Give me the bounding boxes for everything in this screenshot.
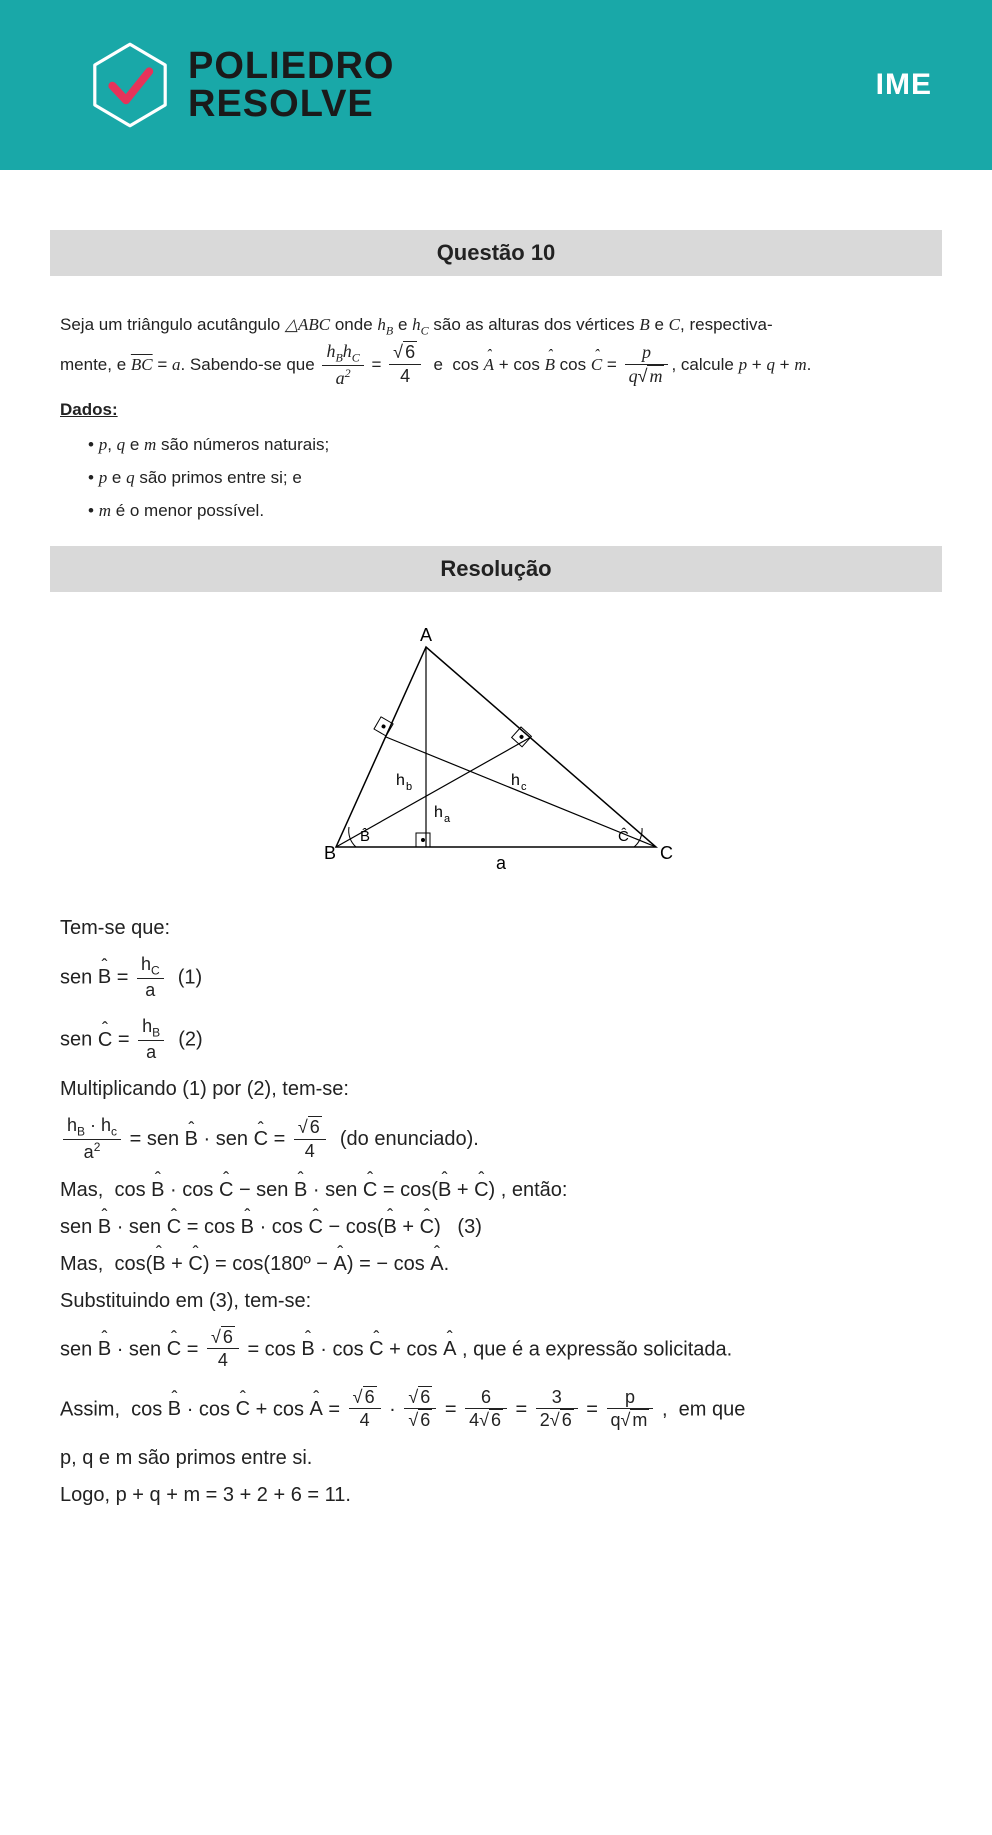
text-line: Mas, cos B · cos C − sen B · sen C = cos… bbox=[60, 1179, 932, 1202]
text-line: Mas, cos(B + C) = cos(180º − A) = − cos … bbox=[60, 1253, 932, 1276]
text-line: Tem-se que: bbox=[60, 917, 932, 940]
svg-text:h: h bbox=[396, 772, 405, 789]
triangle-diagram: A B C a hb ha hc B̂ Ĉ bbox=[50, 627, 942, 887]
svg-text:a: a bbox=[444, 813, 451, 825]
svg-text:b: b bbox=[406, 781, 412, 793]
text-line: Logo, p + q + m = 3 + 2 + 6 = 11. bbox=[60, 1484, 932, 1507]
text-line: p, q e m são primos entre si. bbox=[60, 1447, 932, 1470]
resolution-body: Tem-se que: sen B = hCa (1) sen C = hBa … bbox=[50, 917, 942, 1507]
question-body: Seja um triângulo acutângulo △ABC onde h… bbox=[50, 311, 942, 526]
hex-check-icon bbox=[90, 40, 170, 130]
bullet-item: p e q são primos entre si; e bbox=[88, 464, 932, 493]
svg-text:c: c bbox=[521, 781, 527, 793]
eq-line: sen C = hBa (2) bbox=[60, 1016, 932, 1064]
svg-text:C: C bbox=[660, 843, 673, 863]
svg-text:h: h bbox=[434, 804, 443, 821]
svg-text:h: h bbox=[511, 772, 520, 789]
eq-line: sen B = hCa (1) bbox=[60, 954, 932, 1002]
eq-line: sen B · sen C = 64 = cos B · cos C + cos… bbox=[60, 1327, 932, 1373]
eq-line: Assim, cos B · cos C + cos A = 64 · 66 =… bbox=[60, 1387, 932, 1433]
svg-text:B: B bbox=[324, 843, 336, 863]
eq-line: hB · hca2 = sen B · sen C = 64 (do enunc… bbox=[60, 1115, 932, 1164]
svg-text:B̂: B̂ bbox=[360, 827, 370, 844]
dados-list: p, q e m são números naturais; p e q são… bbox=[60, 431, 932, 526]
resolution-title: Resolução bbox=[50, 546, 942, 592]
text-line: Multiplicando (1) por (2), tem-se: bbox=[60, 1078, 932, 1101]
exam-label: IME bbox=[876, 68, 932, 102]
question-text: Seja um triângulo acutângulo △ABC onde h… bbox=[60, 311, 932, 390]
svg-text:Ĉ: Ĉ bbox=[618, 828, 629, 845]
brand-text: POLIEDRO RESOLVE bbox=[188, 47, 394, 123]
brand-line1: POLIEDRO bbox=[188, 47, 394, 85]
brand-line2: RESOLVE bbox=[188, 85, 394, 123]
svg-text:A: A bbox=[420, 627, 432, 645]
question-title: Questão 10 bbox=[50, 230, 942, 276]
bullet-item: m é o menor possível. bbox=[88, 497, 932, 526]
eq-line: sen B · sen C = cos B · cos C − cos(B + … bbox=[60, 1216, 932, 1239]
svg-text:a: a bbox=[496, 853, 507, 873]
text-line: Substituindo em (3), tem-se: bbox=[60, 1290, 932, 1313]
brand-logo: POLIEDRO RESOLVE bbox=[90, 40, 394, 130]
bullet-item: p, q e m são números naturais; bbox=[88, 431, 932, 460]
page-header: POLIEDRO RESOLVE IME bbox=[0, 0, 992, 170]
dados-label: Dados: bbox=[60, 396, 932, 425]
